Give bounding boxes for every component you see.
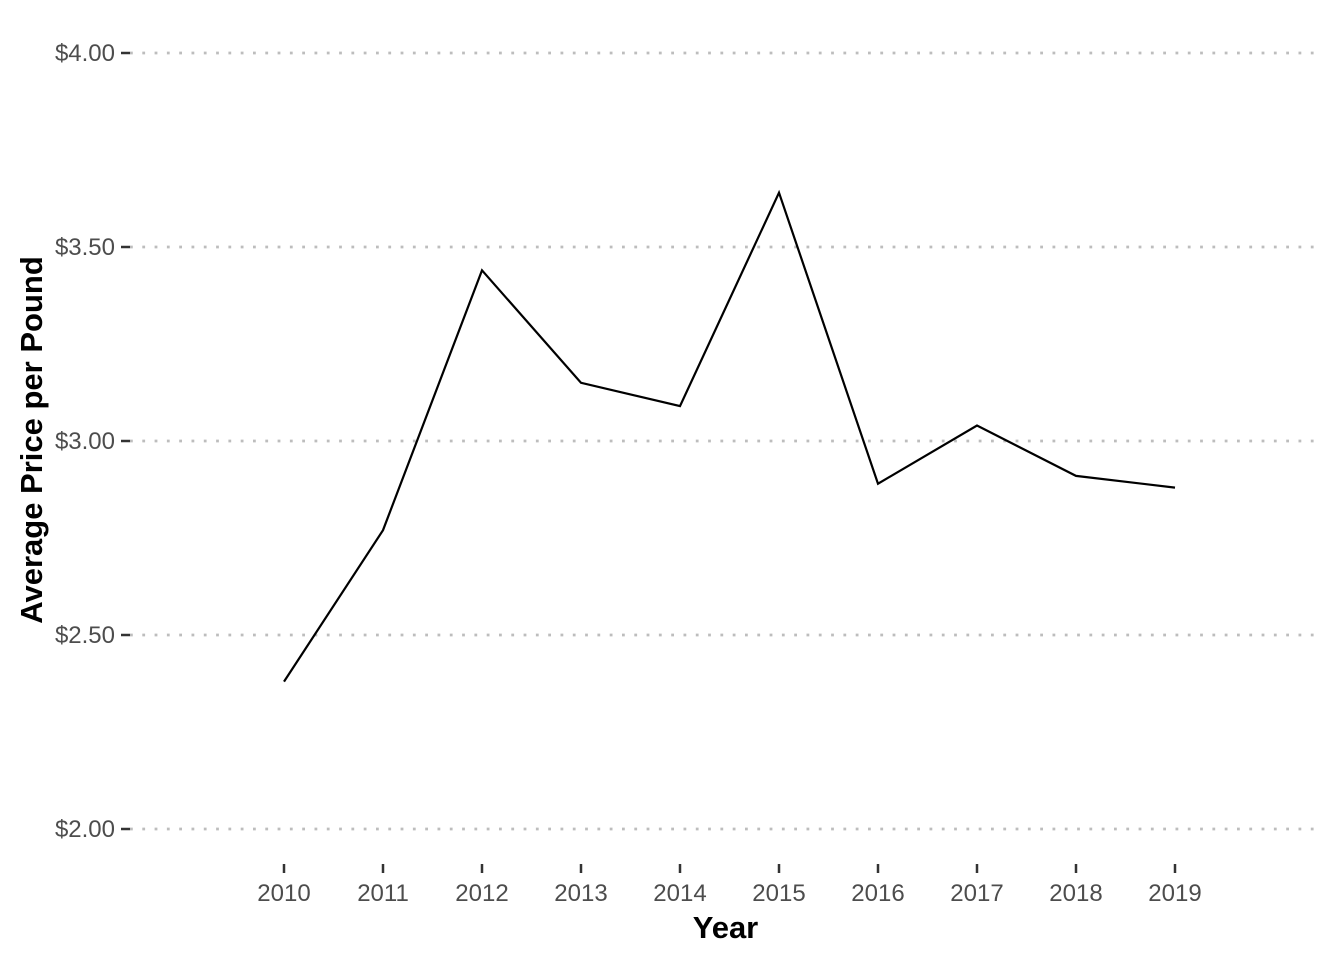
x-tick-label: 2019 — [1148, 880, 1201, 907]
x-tick-label: 2014 — [653, 880, 706, 907]
y-tick-label: $3.50 — [55, 234, 115, 261]
x-tick-label: 2010 — [257, 880, 310, 907]
x-tick-label: 2012 — [455, 880, 508, 907]
x-axis-title: Year — [693, 910, 759, 945]
tick-mark-layer — [121, 51, 1177, 873]
y-tick-label: $4.00 — [55, 40, 115, 67]
gridline-layer — [130, 51, 1321, 831]
x-tick-label: 2011 — [357, 880, 409, 907]
x-tick-label: 2015 — [752, 880, 805, 907]
y-tick-label: $3.00 — [55, 428, 115, 455]
tick-label-layer: $2.00 $2.50 $3.00 $3.50 $4.00 2010 2011 2012 201… — [55, 40, 1202, 907]
y-tick-label: $2.00 — [55, 816, 115, 843]
price-series-line — [283, 189, 1176, 683]
x-tick-label: 2013 — [554, 880, 607, 907]
y-axis-title: Average Price per Pound — [14, 256, 49, 624]
x-tick-label: 2016 — [851, 880, 904, 907]
y-tick-label: $2.50 — [55, 622, 115, 649]
x-tick-label: 2018 — [1049, 880, 1102, 907]
x-tick-label: 2017 — [950, 880, 1003, 907]
